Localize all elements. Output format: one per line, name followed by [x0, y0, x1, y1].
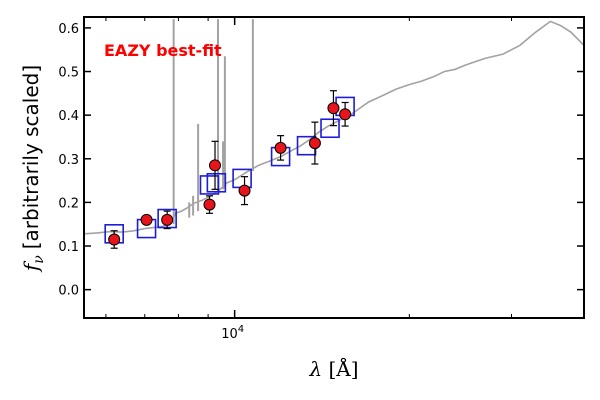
observed-point: [140, 213, 153, 226]
y-tick-label: 0.6: [58, 22, 79, 37]
observed-point: [203, 195, 216, 214]
y-tick-label: 0.2: [58, 196, 79, 211]
y-tick-label: 0.1: [58, 240, 79, 255]
observed-flux-layer: [108, 90, 352, 249]
model-flux-square: [199, 175, 220, 195]
y-axis-text: [arbitrarily scaled]: [19, 65, 43, 249]
x-tick-label-exponent: 4: [238, 324, 244, 335]
observed-marker: [161, 213, 174, 226]
observed-marker: [209, 159, 222, 172]
observed-point: [308, 121, 321, 165]
observed-point: [238, 176, 251, 206]
y-tick-label: 0.4: [58, 109, 79, 124]
observed-marker: [308, 137, 321, 150]
x-tick-label: 104: [221, 324, 244, 342]
ticks-layer: 0.0 0.1 0.2 0.3 0.4 0.5 0.6 104: [58, 17, 585, 342]
observed-marker: [274, 141, 287, 154]
x-axis-unit: [Å]: [328, 356, 358, 381]
y-tick-label: 0.5: [58, 66, 79, 81]
observed-marker: [339, 108, 352, 121]
observed-marker: [327, 102, 340, 115]
model-flux-square: [206, 172, 227, 193]
observed-marker: [203, 198, 216, 211]
y-axis-label: fν[arbitrarily scaled]: [19, 65, 47, 273]
observed-marker: [238, 184, 251, 197]
observed-marker: [140, 213, 153, 226]
observed-point: [161, 210, 174, 230]
observed-point: [108, 230, 121, 249]
x-axis-label: λ [Å]: [308, 356, 358, 381]
x-tick-label-base: 10: [221, 327, 238, 342]
model-flux-square: [320, 118, 340, 139]
annotation-label: EAZY best-fit: [104, 41, 222, 60]
observed-point: [339, 101, 352, 127]
observed-point: [274, 135, 287, 161]
observed-point: [327, 90, 340, 127]
observed-point: [209, 140, 222, 190]
x-axis-symbol: λ: [308, 357, 322, 381]
y-tick-label: 0.0: [58, 284, 79, 299]
observed-marker: [108, 233, 121, 246]
y-axis-subscript: ν: [31, 255, 47, 264]
y-tick-label: 0.3: [58, 153, 79, 168]
plot-frame: [83, 16, 585, 319]
